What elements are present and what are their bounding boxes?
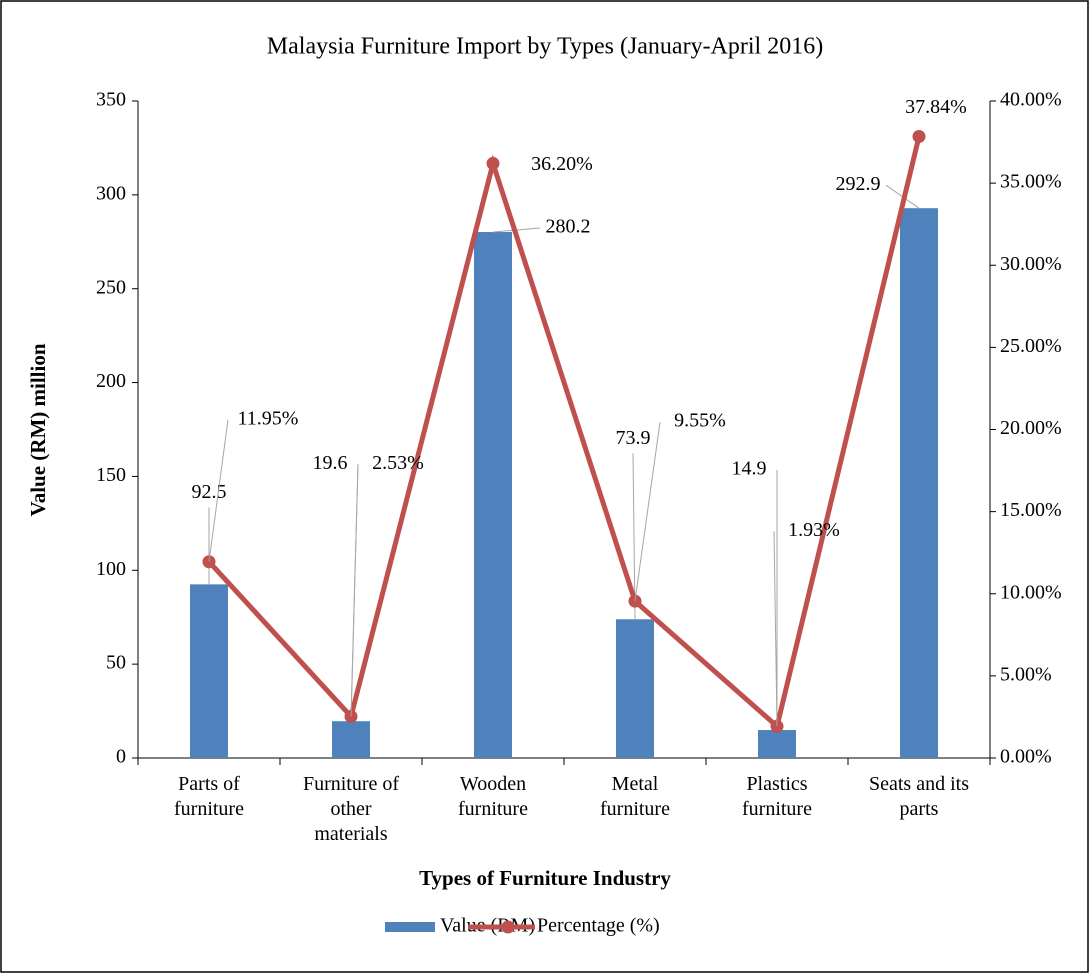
y-tick-label: 350 [96, 89, 126, 111]
y2-tick-label: 15.00% [1000, 499, 1062, 521]
bar [758, 730, 796, 758]
x-tick-label-line: parts [900, 798, 939, 820]
bar [474, 232, 512, 759]
bar [900, 208, 938, 758]
y2-tick-label: 5.00% [1000, 663, 1052, 685]
x-tick-label-line: materials [314, 823, 388, 845]
y2-tick-label: 0.00% [1000, 746, 1052, 768]
x-axis-title: Types of Furniture Industry [419, 866, 671, 890]
leader-line [634, 422, 661, 602]
data-label: 9.55% [674, 410, 726, 432]
bar [190, 584, 228, 758]
leader-line [350, 464, 359, 717]
x-tick-label: Seats and its parts [869, 773, 969, 820]
x-tick-label-line: furniture [458, 798, 528, 820]
y2-tick-label: 10.00% [1000, 581, 1062, 603]
data-label: 36.20% [531, 153, 593, 175]
legend-label: Percentage (%) [537, 915, 660, 937]
x-tick-label: Metal furniture [600, 773, 670, 820]
y2-tick-label: 35.00% [1000, 171, 1062, 193]
data-label: 73.9 [616, 427, 651, 449]
data-label: 292.9 [836, 173, 881, 195]
y-tick-label: 100 [96, 558, 126, 580]
x-tick-label-line: furniture [742, 798, 812, 820]
legend-swatch [385, 922, 435, 932]
data-label: 14.9 [732, 458, 767, 480]
data-label: 2.53% [372, 452, 424, 474]
y2-tick-label: 40.00% [1000, 89, 1062, 111]
y2-tick-label: 20.00% [1000, 417, 1062, 439]
y-tick-label: 50 [106, 652, 126, 674]
x-tick-label-line: other [330, 798, 371, 820]
leader-line [773, 531, 778, 727]
data-label: 1.93% [788, 519, 840, 541]
data-label: 19.6 [313, 452, 348, 474]
leader-line [208, 419, 229, 562]
point [912, 129, 926, 143]
y2-tick-label: 25.00% [1000, 335, 1062, 357]
data-label: 11.95% [238, 407, 299, 429]
x-tick-label: Plastics furniture [742, 773, 812, 820]
x-tick-label-line: Plastics [746, 773, 807, 795]
y-tick-label: 150 [96, 464, 126, 486]
x-tick-label-line: Metal [612, 773, 659, 795]
point [486, 156, 500, 170]
line [207, 135, 922, 731]
x-tick-label: Wooden furniture [458, 773, 528, 820]
y-tick-label: 0 [116, 746, 126, 768]
x-tick-label-line: Wooden [460, 773, 526, 795]
x-tick-label-line: Furniture of [303, 773, 399, 795]
y-tick-label: 200 [96, 370, 126, 392]
y-axis-title: Value (RM) million [26, 343, 50, 516]
x-tick-label-line: furniture [600, 798, 670, 820]
y-tick-label: 300 [96, 182, 126, 204]
y2-tick-label: 30.00% [1000, 253, 1062, 275]
x-tick-label: Parts of furniture [174, 773, 244, 820]
leader-line [632, 453, 636, 620]
chart-title: Malaysia Furniture Import by Types (Janu… [267, 34, 823, 60]
x-tick-label-line: Seats and its [869, 773, 969, 795]
data-label: 92.5 [192, 481, 227, 503]
x-tick-label-line: furniture [174, 798, 244, 820]
data-label: 280.2 [546, 216, 591, 238]
y-tick-label: 250 [96, 276, 126, 298]
x-tick-label: Furniture of other materials [303, 773, 399, 845]
bar [332, 721, 370, 758]
x-tick-label-line: Parts of [178, 773, 240, 795]
legend-swatch [501, 920, 515, 934]
data-label: 37.84% [905, 96, 967, 118]
bar [616, 619, 654, 758]
